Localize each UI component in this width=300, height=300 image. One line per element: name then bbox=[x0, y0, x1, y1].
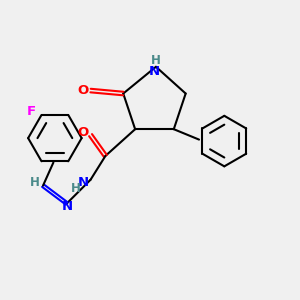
Text: H: H bbox=[71, 182, 81, 194]
Text: N: N bbox=[78, 176, 89, 189]
Text: F: F bbox=[26, 106, 36, 118]
Text: O: O bbox=[77, 126, 89, 139]
Text: O: O bbox=[77, 84, 89, 97]
Text: N: N bbox=[149, 65, 160, 78]
Text: N: N bbox=[62, 200, 73, 213]
Text: H: H bbox=[151, 54, 161, 67]
Text: H: H bbox=[30, 176, 40, 189]
